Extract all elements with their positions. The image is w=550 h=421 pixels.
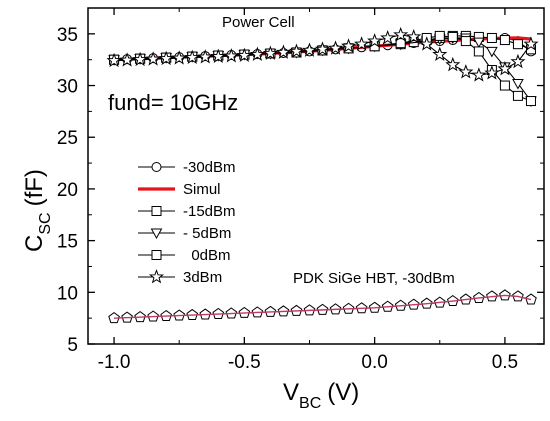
power-cell-data-point [314, 41, 331, 56]
power-cell-data-point [262, 45, 278, 60]
x-tick-label: -1.0 [98, 352, 131, 373]
power-cell-data-point [486, 32, 497, 43]
power-cell-data-point [341, 38, 357, 53]
legend-entry: Simul [138, 181, 221, 198]
power-cell-data-point [223, 48, 239, 63]
power-cell-series-5 [106, 26, 539, 82]
legend-entry: - 5dBm [138, 225, 231, 242]
power-cell-data-point [327, 40, 344, 55]
x-axis-title: VBC (V) [283, 379, 359, 412]
y-tick-label: 35 [57, 25, 78, 46]
power-cell-data-point [499, 80, 510, 91]
power-cell-data-point [145, 51, 161, 66]
y-axis-title-main: C [21, 235, 48, 252]
power-cell-data-point [523, 36, 539, 51]
pdk-data-point [486, 290, 498, 302]
power-cell-data-point [473, 37, 485, 49]
y-tick-label: 15 [57, 232, 78, 253]
power-cell-data-point [458, 64, 474, 79]
legend-marker [148, 269, 165, 284]
y-tick-label: 30 [57, 77, 78, 98]
y-tick-label: 25 [57, 128, 78, 149]
power-cell-data-point [499, 35, 510, 46]
x-tick-label: 0.5 [492, 352, 518, 373]
legend-label: -30dBm [183, 159, 236, 176]
x-axis-title-main: V [283, 379, 299, 406]
power-cell-data-point [119, 52, 135, 67]
power-cell-data-point [471, 67, 487, 82]
legend-marker [150, 228, 163, 240]
power-cell-data-point [484, 65, 500, 80]
x-tick-label: -0.5 [228, 352, 261, 373]
legend-marker [151, 250, 162, 260]
legend: -30dBm Simul -15dBm - 5dBm 0dBm 3dBm [138, 159, 236, 286]
legend-entry: -30dBm [138, 159, 236, 176]
power-cell-data-point [512, 90, 523, 101]
x-axis-title-unit: (V) [327, 379, 359, 406]
power-cell-data-point [512, 78, 524, 90]
legend-label: -15dBm [183, 203, 236, 220]
power-cell-data-point [419, 36, 435, 51]
power-cell-data-point [354, 36, 370, 51]
legend-entry: 3dBm [138, 269, 222, 286]
legend-label: Simul [183, 181, 221, 198]
power-cell-data-point [510, 53, 526, 69]
y-axis-title: CSC (fF) [21, 169, 54, 252]
power-cell-data-point [249, 46, 265, 61]
pdk-series-line [114, 294, 532, 319]
power-cell-data-point [288, 43, 305, 58]
axes-layer: -1.0 -0.5 0.0 0.5 5 10 15 20 25 30 35 [57, 7, 545, 373]
y-axis-title-sub: SC [37, 212, 54, 234]
legend-entry: 0dBm [138, 247, 231, 264]
pdk-series-1 [114, 294, 532, 319]
x-axis-title-sub: BC [299, 395, 321, 412]
power-cell-data-point [512, 39, 523, 50]
power-cell-data-point [393, 26, 409, 42]
legend-label: - 5dBm [183, 225, 231, 242]
power-cell-data-point [210, 48, 226, 64]
plot-frame [87, 7, 545, 345]
power-cell-data-point [406, 29, 422, 44]
annotation-fund: fund= 10GHz [108, 90, 238, 115]
power-cell-data-point [447, 31, 458, 42]
series-layer [106, 26, 539, 324]
legend-label: 3dBm [183, 269, 222, 286]
power-cell-data-point [380, 30, 396, 45]
x-tick-label: 0.0 [361, 352, 387, 373]
power-cell-data-point [497, 61, 513, 76]
power-cell-data-point [184, 49, 200, 65]
power-cell-data-point [301, 42, 318, 57]
power-cell-data-point [275, 44, 291, 59]
power-cell-data-point [106, 52, 122, 68]
power-cell-data-point [395, 38, 406, 49]
legend-marker [151, 162, 162, 172]
y-tick-label: 10 [57, 283, 78, 304]
power-cell-data-point [525, 96, 536, 107]
power-cell-data-point [158, 50, 174, 66]
power-cell-data-point [473, 46, 484, 57]
power-cell-data-point [132, 51, 148, 67]
power-cell-data-point [460, 36, 471, 47]
power-cell-data-point [434, 30, 445, 41]
annotation-power-cell: Power Cell [222, 14, 295, 31]
y-tick-label: 5 [67, 335, 78, 356]
legend-label: 0dBm [183, 247, 231, 264]
power-cell-data-point [432, 46, 448, 61]
y-axis-title-unit: (fF) [21, 169, 48, 206]
power-cell-data-point [445, 56, 461, 72]
power-cell-data-point [236, 47, 252, 62]
legend-entry: -15dBm [138, 203, 236, 220]
power-cell-data-point [171, 50, 187, 65]
y-tick-label: 20 [57, 180, 78, 201]
legend-marker [151, 206, 162, 216]
power-cell-data-point [197, 49, 213, 64]
annotation-pdk: PDK SiGe HBT, -30dBm [293, 270, 455, 287]
pdk-series-0 [108, 289, 537, 324]
power-cell-data-point [367, 33, 383, 48]
power-cell-data-point [486, 46, 498, 58]
